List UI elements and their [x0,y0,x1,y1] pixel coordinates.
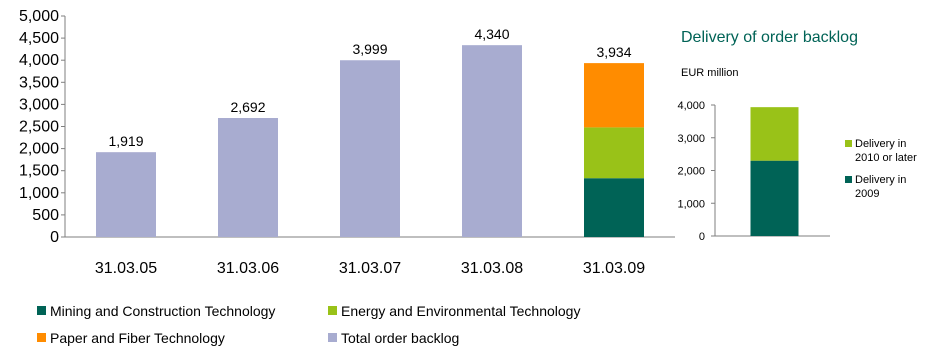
main-data-label: 4,340 [474,26,509,42]
inset-title: Delivery of order backlog [681,29,858,46]
main-y-tick-label: 500 [32,207,59,224]
main-data-label: 3,999 [352,41,387,57]
main-x-tick-label: 31.03.06 [217,260,279,277]
main-y-tick-label: 0 [50,229,59,246]
legend-label: Energy and Environmental Technology [341,303,580,319]
legend-label: Mining and Construction Technology [50,303,275,319]
legend-swatch [328,306,337,315]
inset-legend-label-line: 2009 [855,188,879,200]
main-y-tick-label: 1,000 [19,185,59,202]
legend-label: Total order backlog [341,330,459,346]
main-y-tick-label: 4,500 [19,30,59,47]
main-y-tick-label: 3,000 [19,96,59,113]
main-data-label: 3,934 [596,44,631,60]
legend-swatch [37,333,46,342]
main-bar-paper-and-fiber-technology [584,63,644,128]
inset-unit-label: EUR million [681,67,738,79]
inset-bar-delivery-in-2010-or-later [750,107,799,161]
main-x-tick-label: 31.03.09 [583,260,645,277]
inset-legend-label-line: Delivery in [855,138,906,150]
main-bar-mining-and-construction-technology [584,178,644,237]
main-data-label: 1,919 [108,133,143,149]
legend-swatch [328,333,337,342]
inset-y-tick-label: 0 [699,231,705,243]
inset-legend-swatch [845,140,852,147]
main-y-tick-label: 2,500 [19,119,59,136]
main-bar-total-order-backlog [96,152,156,237]
main-bar-total-order-backlog [218,118,278,237]
legend-label: Paper and Fiber Technology [50,330,225,346]
inset-legend-label-line: 2010 or later [855,152,917,164]
main-y-tick-label: 3,500 [19,74,59,91]
main-bar-total-order-backlog [462,45,522,238]
inset-legend-label-line: Delivery in [855,174,906,186]
inset-y-tick-label: 2,000 [677,166,705,178]
legend-swatch [37,306,46,315]
main-x-tick-label: 31.03.05 [95,260,157,277]
inset-legend-swatch [845,176,852,183]
inset-y-tick-label: 3,000 [677,133,705,145]
inset-legend-label: Delivery in 2009 [855,174,906,200]
main-bar-energy-and-environmental-technology [584,127,644,179]
main-y-tick-label: 1,500 [19,163,59,180]
main-y-tick-label: 4,000 [19,52,59,69]
main-x-tick-label: 31.03.07 [339,260,401,277]
inset-y-tick-label: 1,000 [677,198,705,210]
inset-legend-label: Delivery in 2010 or later [855,138,917,164]
inset-y-tick-label: 4,000 [677,100,705,112]
inset-bar-delivery-in-2009 [750,160,799,236]
main-y-tick-label: 2,000 [19,141,59,158]
main-data-label: 2,692 [230,99,265,115]
main-y-tick-label: 5,000 [19,8,59,25]
main-bar-total-order-backlog [340,60,400,237]
main-x-tick-label: 31.03.08 [461,260,523,277]
